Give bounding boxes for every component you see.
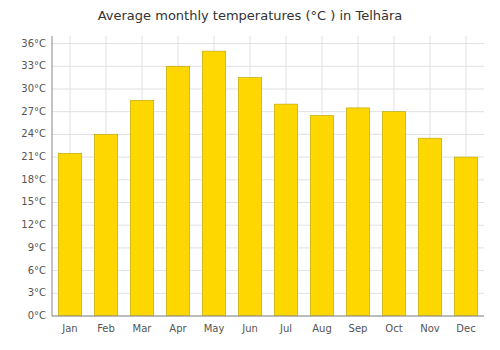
grid [52, 36, 484, 316]
x-tick-label: Oct [385, 323, 402, 334]
y-tick-label: 0°C [28, 310, 46, 321]
y-tick-label: 6°C [28, 265, 46, 276]
grid-line-y [52, 111, 484, 112]
x-tick-label: Feb [97, 323, 115, 334]
bar [274, 104, 297, 316]
bar [346, 108, 369, 316]
bar [310, 115, 333, 316]
x-axis-line [52, 316, 484, 317]
title: Average monthly temperatures (°C ) in Te… [98, 8, 403, 23]
bar [238, 78, 261, 316]
bar [454, 157, 477, 316]
grid-line-y [52, 88, 484, 89]
x-tick-label: Apr [169, 323, 187, 334]
bar [130, 100, 153, 316]
y-tick-label: 12°C [21, 219, 46, 230]
x-tick-label: Jul [279, 323, 292, 334]
y-tick-label: 15°C [21, 196, 46, 207]
bar [94, 134, 117, 316]
chart: 0°C 3°C 6°C 9°C 12°C 15°C 18°C 21°C 24°C 27°C 30°C… [0, 0, 500, 350]
x-tick-label: Aug [312, 323, 332, 334]
x-tick-label: Jun [241, 323, 258, 334]
y-tick-label: 36°C [21, 38, 46, 49]
x-tick-label: Sep [349, 323, 368, 334]
chart-container: 0°C 3°C 6°C 9°C 12°C 15°C 18°C 21°C 24°C 27°C 30°C… [0, 0, 500, 350]
y-tick-label: 21°C [21, 151, 46, 162]
y-tick-label: 30°C [21, 83, 46, 94]
bars [58, 51, 477, 316]
axes: 0°C 3°C 6°C 9°C 12°C 15°C 18°C 21°C 24°C 27°C 30°C… [21, 36, 484, 334]
bar [58, 153, 81, 316]
x-tick-label: Dec [456, 323, 475, 334]
y-tick-label: 33°C [21, 60, 46, 71]
bar [202, 51, 225, 316]
x-tick-label: Nov [420, 323, 440, 334]
y-tick-label: 9°C [28, 242, 46, 253]
grid-line-y [52, 43, 484, 44]
bar [382, 112, 405, 316]
y-tick-label: 24°C [21, 128, 46, 139]
grid-line-y [52, 66, 484, 67]
y-tick-label: 3°C [28, 287, 46, 298]
bar [418, 138, 441, 316]
y-tick-label: 27°C [21, 106, 46, 117]
grid-line-y [52, 316, 484, 317]
bar [166, 66, 189, 316]
y-axis-line [52, 36, 53, 316]
x-tick-label: May [204, 323, 225, 334]
x-tick-label: Jan [61, 323, 77, 334]
y-tick-label: 18°C [21, 174, 46, 185]
x-tick-label: Mar [133, 323, 153, 334]
